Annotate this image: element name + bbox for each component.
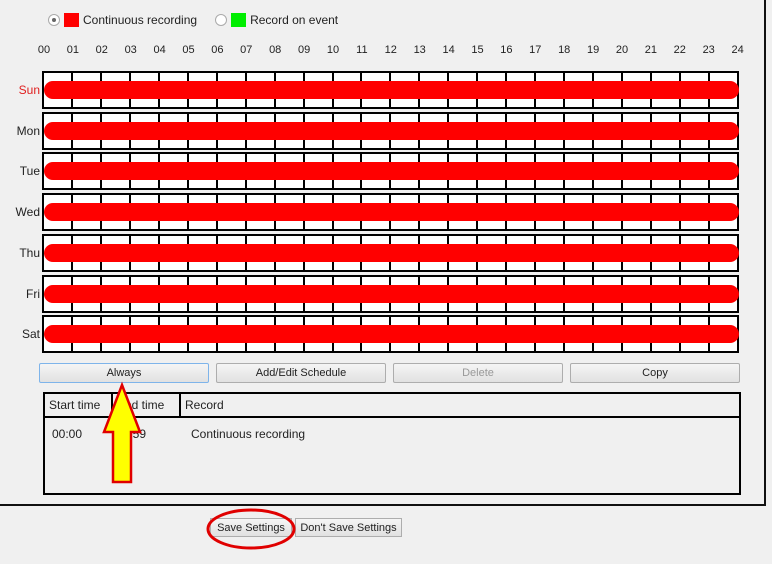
delete-button[interactable]: Delete [393,363,563,383]
hour-label: 07 [240,44,253,56]
hour-label: 05 [182,44,195,56]
hour-label: 15 [471,44,484,56]
day-label-wed: Wed [15,205,40,220]
hour-label: 24 [731,44,744,56]
red-circle-highlight [206,508,296,550]
day-label-sun: Sun [18,83,40,97]
continuous-radio[interactable] [48,14,60,26]
hour-label: 18 [558,44,571,56]
hour-label: 01 [66,44,80,56]
record-mode-legend: Continuous recording Record on event [48,13,338,27]
hour-label: 02 [95,44,108,56]
day-label-tue: Tue [19,164,40,179]
add-edit-schedule-button[interactable]: Add/Edit Schedule [216,363,386,383]
hour-label: 09 [297,44,311,56]
hour-label: 19 [586,44,600,56]
event-swatch [231,13,247,27]
hour-label: 17 [529,44,542,56]
continuous-label: Continuous recording [83,13,198,27]
hour-label: 04 [153,44,166,56]
day-label-mon: Mon [16,123,40,138]
event-radio[interactable] [215,14,228,26]
hour-label: 03 [124,44,137,56]
header-record: Record [185,398,224,412]
continuous-recording-bar [44,162,739,181]
continuous-recording-bar [44,284,739,303]
always-button[interactable]: Always [39,363,209,383]
continuous-recording-bar [44,121,739,140]
hour-label: 22 [673,44,686,56]
yellow-arrow-icon [102,381,142,484]
schedule-table: Start time End time Record 00:00 23:59 C… [43,392,741,495]
hour-label: 06 [211,44,224,56]
hour-label: 00 [37,44,51,56]
hour-label: 16 [500,44,513,56]
continuous-recording-bar [44,81,739,99]
schedule-panel [0,0,766,506]
copy-button[interactable]: Copy [570,363,740,383]
continuous-recording-bar [44,325,739,344]
day-label-sat: Sat [21,327,40,342]
row-start-time[interactable]: 00:00 [52,427,83,441]
hour-label: 23 [702,44,715,56]
header-start-time: Start time [45,394,113,416]
day-label-fri: Fri [26,286,40,301]
hour-label: 20 [615,44,629,56]
save-settings-button[interactable]: Save Settings [210,518,292,537]
continuous-recording-bar [44,243,739,262]
hour-label: 14 [442,44,455,56]
dont-save-settings-button[interactable]: Don't Save Settings [295,518,402,537]
day-label-thu: Thu [19,245,40,260]
hour-label: 11 [356,44,368,56]
hour-label: 08 [269,44,282,56]
hour-label: 13 [413,44,426,56]
table-header [45,394,739,418]
continuous-swatch [64,13,79,27]
row-record[interactable]: Continuous recording [191,427,306,441]
hour-label: 12 [384,44,397,56]
hour-label: 21 [644,44,658,56]
continuous-recording-bar [44,203,739,222]
event-label: Record on event [250,13,339,27]
hour-label: 10 [326,44,340,56]
